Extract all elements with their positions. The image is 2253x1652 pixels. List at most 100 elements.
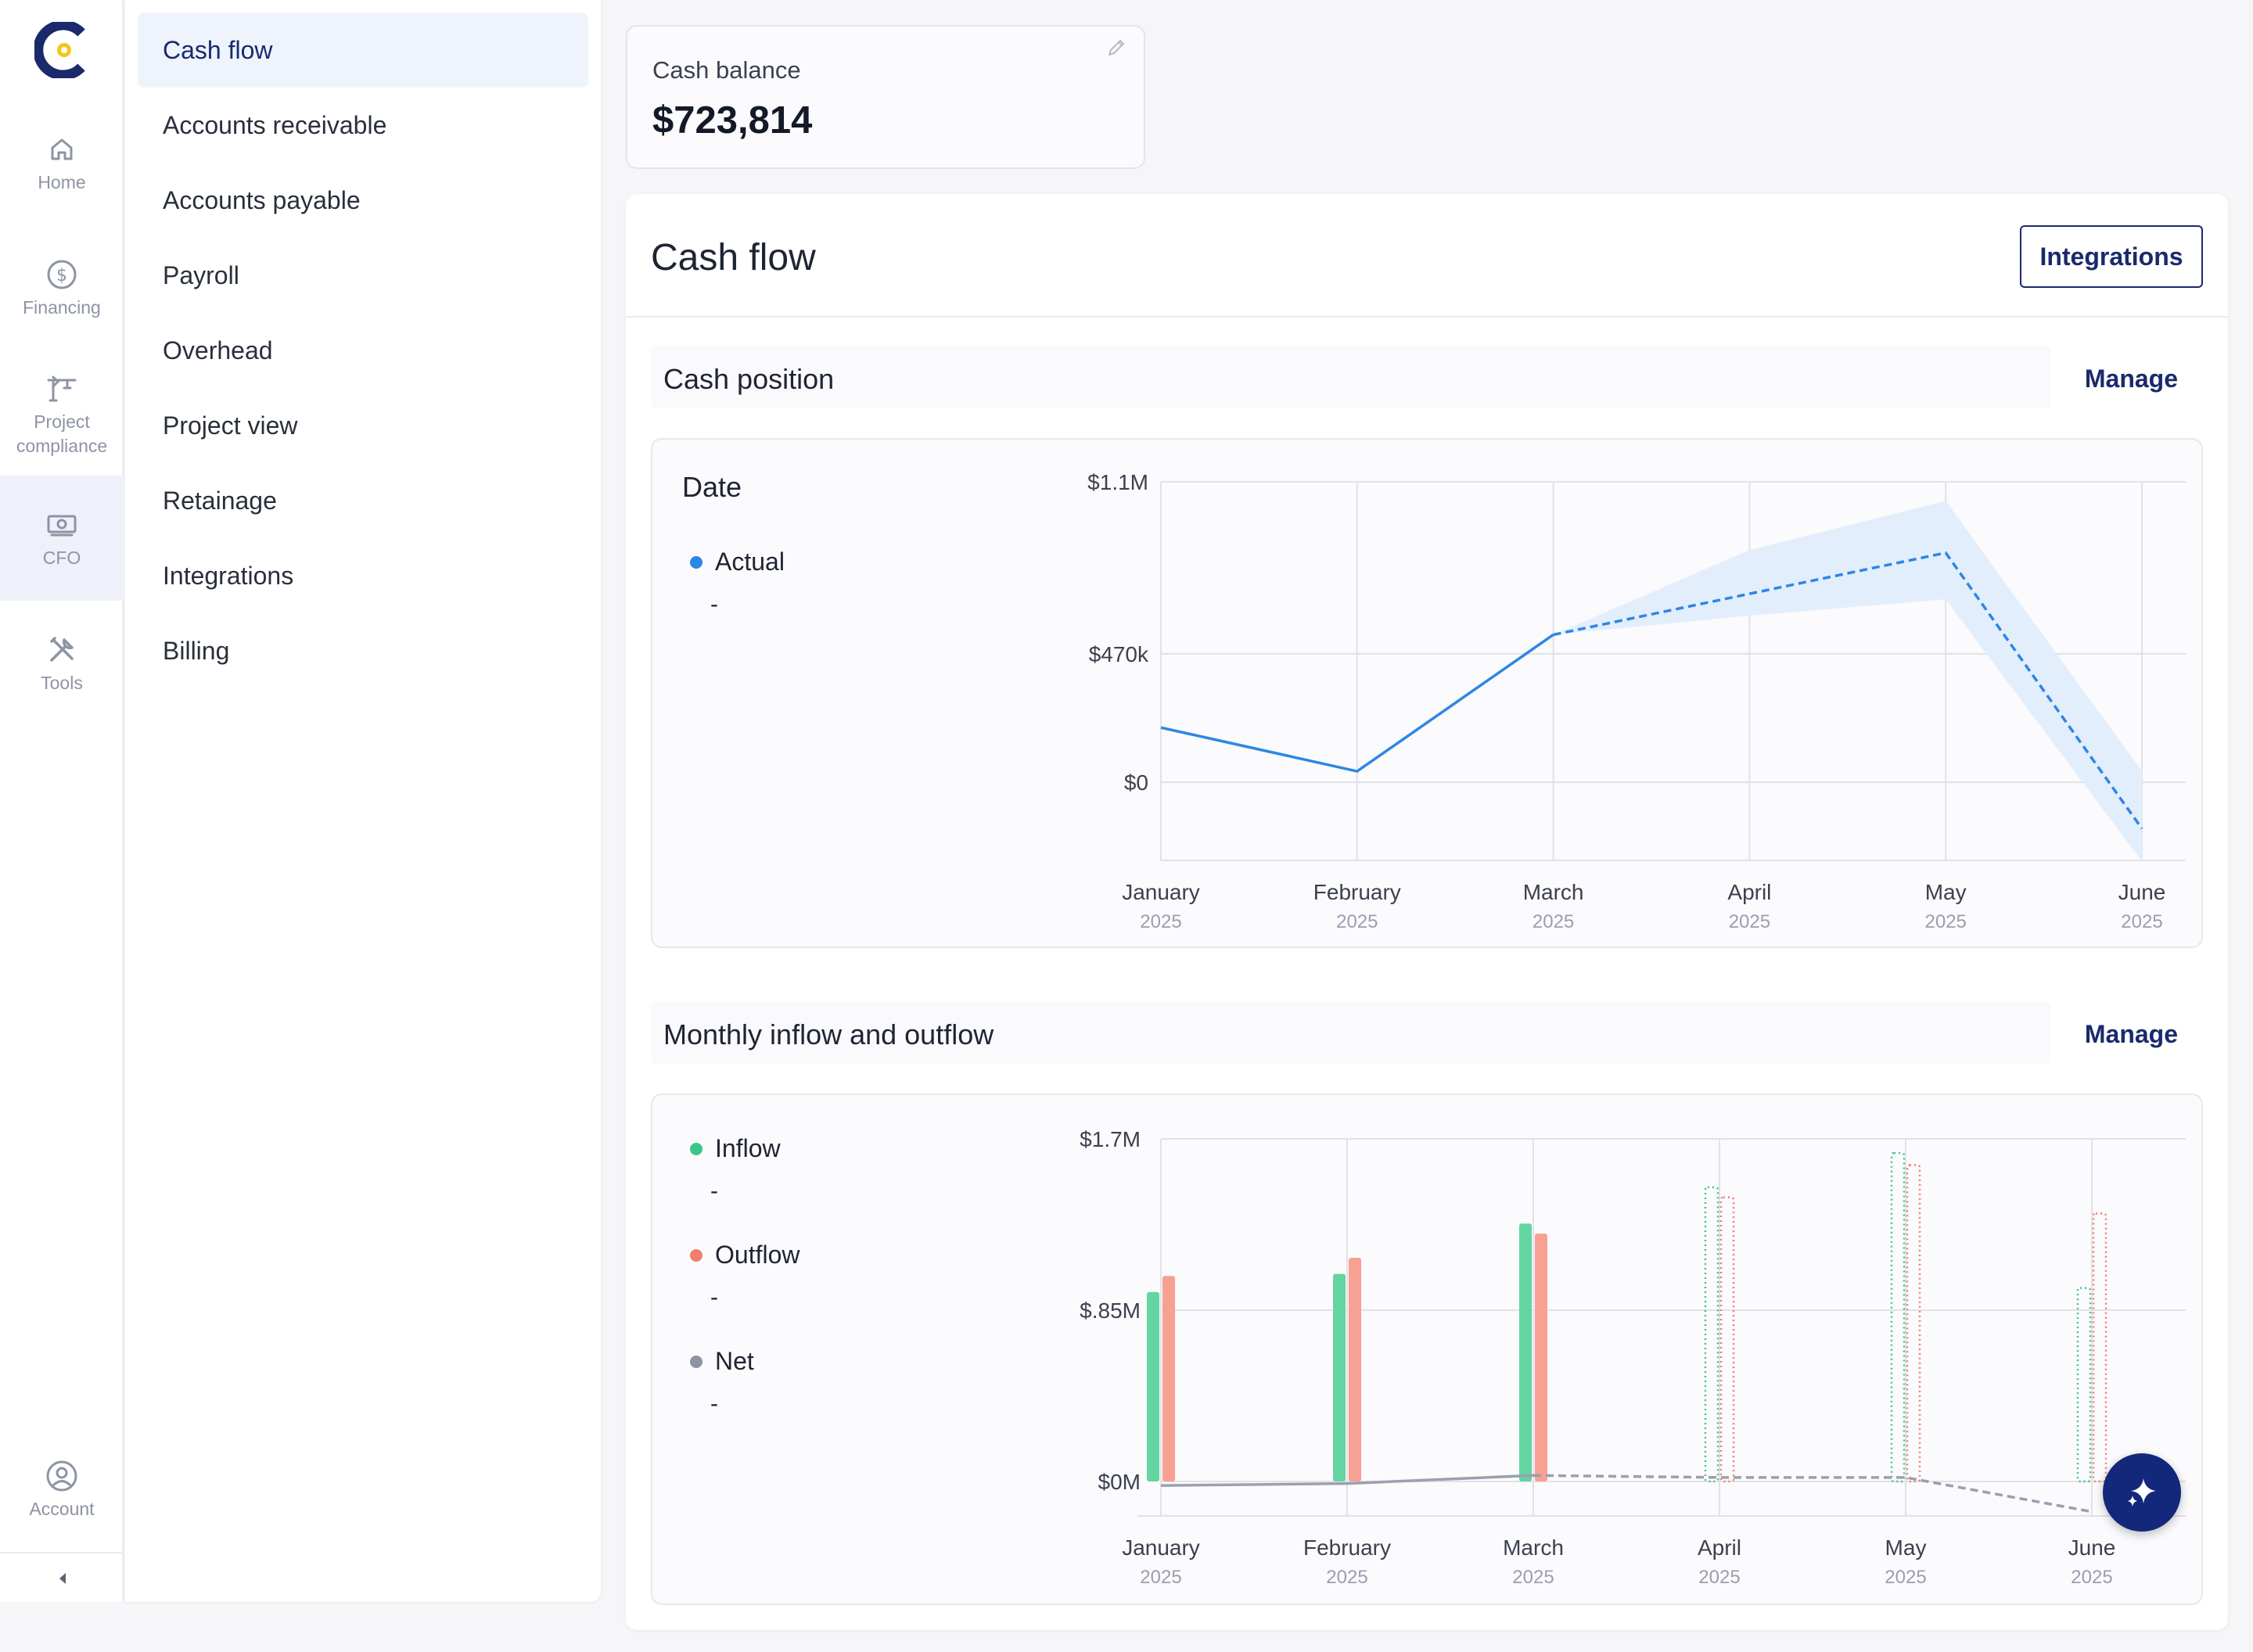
subnav-item-overhead[interactable]: Overhead xyxy=(163,336,273,365)
rail-item-home[interactable]: Home xyxy=(0,131,124,200)
outflow-bar xyxy=(1719,1196,1735,1483)
manage-cash-position-link[interactable]: Manage xyxy=(2084,365,2178,393)
rail-item-label: Financing xyxy=(23,297,101,318)
cash-position-chart: Date Actual - $1.1M $470k $0 January 2025 Feb… xyxy=(651,438,2203,948)
account-icon xyxy=(46,1460,77,1492)
rail-item-label: Home xyxy=(38,172,86,192)
legend-title: Date xyxy=(682,471,742,503)
x-tick-label: January xyxy=(1122,880,1200,904)
inflow-bar xyxy=(1890,1151,1906,1483)
net-forecast-line xyxy=(1533,1474,2093,1514)
section-title: Cash position xyxy=(663,363,835,395)
y-tick-label: $1.1M xyxy=(1087,470,1148,494)
rail-item-project-compliance[interactable]: Project compliance xyxy=(0,371,124,465)
x-tick-label: March xyxy=(1523,880,1584,904)
x-tick-sublabel: 2025 xyxy=(1885,1567,1926,1588)
icon-rail: Home $ Financing Project compliance CFO … xyxy=(0,0,124,1602)
inflow-bar xyxy=(1333,1273,1346,1481)
legend-value: - xyxy=(710,591,718,617)
rail-item-financing[interactable]: $ Financing xyxy=(0,257,124,325)
cash-balance-label: Cash balance xyxy=(652,56,801,84)
actual-line xyxy=(1160,634,1554,773)
legend-value: - xyxy=(710,1284,718,1310)
inflow-bar xyxy=(1704,1186,1719,1483)
x-tick-label: May xyxy=(1885,1535,1927,1560)
x-tick-sublabel: 2025 xyxy=(1698,1567,1740,1588)
home-icon xyxy=(51,138,73,160)
svg-text:$: $ xyxy=(56,266,67,286)
caret-left-icon xyxy=(59,1573,66,1584)
rail-item-label: CFO xyxy=(42,547,81,568)
outflow-bar xyxy=(1162,1276,1175,1481)
page-title: Cash flow xyxy=(651,237,816,278)
legend-dot xyxy=(690,1355,702,1368)
x-tick-label: March xyxy=(1503,1535,1564,1560)
collapse-sidebar-button[interactable] xyxy=(47,1564,78,1593)
dollar-circle-icon: $ xyxy=(47,260,77,289)
legend-value: - xyxy=(710,1178,718,1204)
section-title: Monthly inflow and outflow xyxy=(663,1018,994,1050)
company-logo[interactable] xyxy=(34,22,91,78)
cash-balance-value: $723,814 xyxy=(652,99,813,142)
outflow-bar xyxy=(1349,1258,1361,1481)
legend-item-actual: Actual xyxy=(682,548,785,576)
cash-position-header: Cash position Manage xyxy=(651,346,2203,408)
x-tick-label: June xyxy=(2068,1535,2116,1560)
outflow-bar xyxy=(1906,1164,1921,1483)
cash-balance-card: Cash balance $723,814 xyxy=(626,25,1145,169)
x-tick-sublabel: 2025 xyxy=(1326,1567,1367,1588)
x-tick-label: April xyxy=(1698,1535,1741,1560)
subnav-item-cash-flow[interactable]: Cash flow xyxy=(138,13,588,88)
subnav-item-accounts-payable[interactable]: Accounts payable xyxy=(163,185,361,214)
x-tick-label: June xyxy=(2118,880,2166,904)
x-tick-label: January xyxy=(1122,1535,1200,1560)
subnav-item-accounts-receivable[interactable]: Accounts receivable xyxy=(163,110,387,139)
cash-position-line-chart: $1.1M $470k $0 January 2025 February 2025 March… xyxy=(1087,470,2186,932)
rail-item-label: Account xyxy=(29,1499,95,1519)
subnav-item-payroll[interactable]: Payroll xyxy=(163,260,239,289)
integrations-button[interactable]: Integrations xyxy=(2020,225,2203,288)
legend-label: Inflow xyxy=(715,1134,781,1162)
legend-dot xyxy=(690,1142,702,1155)
edit-pencil-icon[interactable] xyxy=(1100,33,1131,64)
subnav-item-integrations[interactable]: Integrations xyxy=(163,561,294,590)
divider xyxy=(626,316,2228,318)
legend-item-outflow: Outflow xyxy=(682,1241,800,1270)
legend-label: Net xyxy=(715,1347,754,1375)
x-tick-label: April xyxy=(1727,880,1771,904)
inflow-outflow-bar-chart: $1.7M $.85M $0M January 2025 February 2025 Marc… xyxy=(1080,1127,2186,1588)
inflow-outflow-chart: Inflow - Outflow - Net - $1.7M $.85M $0M Ja… xyxy=(651,1094,2203,1605)
cash-icon xyxy=(47,515,77,536)
x-tick-sublabel: 2025 xyxy=(1140,911,1181,932)
legend-dot xyxy=(690,555,702,569)
subnav-item-billing[interactable]: Billing xyxy=(163,636,230,665)
crane-icon xyxy=(47,375,77,402)
x-tick-sublabel: 2025 xyxy=(1336,911,1378,932)
manage-inflow-outflow-link[interactable]: Manage xyxy=(2084,1020,2178,1048)
cfo-subnav: Cash flow Accounts receivable Accounts p… xyxy=(125,0,601,1602)
y-tick-label: $.85M xyxy=(1080,1298,1141,1323)
x-tick-label: February xyxy=(1303,1535,1391,1560)
forecast-line xyxy=(1553,551,2143,830)
x-tick-sublabel: 2025 xyxy=(1729,911,1770,932)
net-line xyxy=(1160,1474,1534,1487)
ai-assistant-button[interactable] xyxy=(2103,1453,2181,1532)
x-tick-sublabel: 2025 xyxy=(2121,911,2162,932)
x-tick-sublabel: 2025 xyxy=(2071,1567,2112,1588)
x-tick-sublabel: 2025 xyxy=(1533,911,1574,932)
rail-item-account[interactable]: Account xyxy=(0,1458,124,1527)
outflow-bar xyxy=(1535,1234,1547,1481)
subnav-item-project-view[interactable]: Project view xyxy=(163,411,298,440)
legend-label: Actual xyxy=(715,548,785,576)
y-tick-label: $470k xyxy=(1089,642,1149,666)
inflow-bar xyxy=(2076,1287,2092,1483)
inflow-bar xyxy=(1147,1291,1159,1481)
forecast-band xyxy=(1553,501,2142,862)
legend-label: Outflow xyxy=(715,1241,800,1269)
rail-item-cfo[interactable]: CFO xyxy=(0,476,124,601)
rail-item-label: Tools xyxy=(41,673,83,693)
divider xyxy=(0,1552,124,1553)
rail-item-tools[interactable]: Tools xyxy=(0,632,124,701)
x-tick-sublabel: 2025 xyxy=(1925,911,1967,932)
subnav-item-retainage[interactable]: Retainage xyxy=(163,486,277,515)
